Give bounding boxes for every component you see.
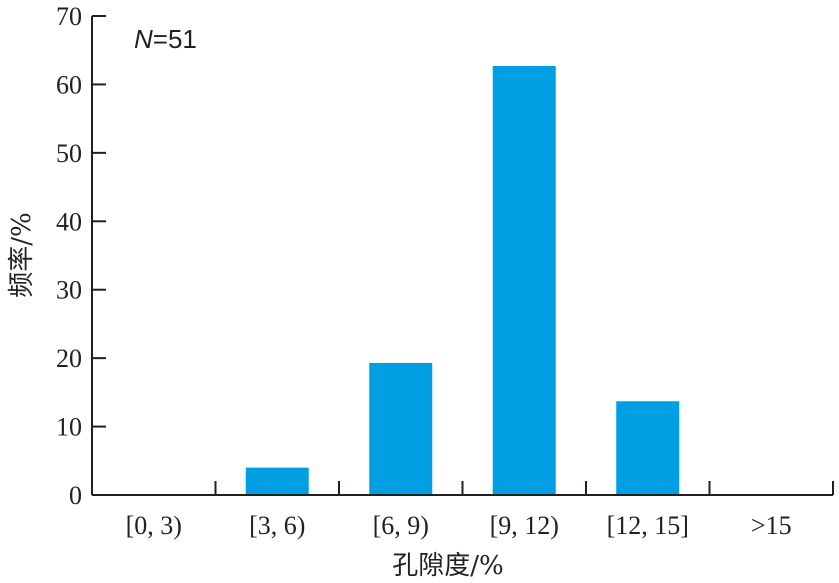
y-tick-label: 50: [56, 139, 82, 168]
x-tick-label: [0, 3): [126, 511, 182, 540]
x-axis-title: 孔隙度/%: [392, 551, 503, 581]
x-tick-label: [12, 15]: [607, 511, 689, 540]
y-tick-label: 0: [69, 481, 82, 510]
bar: [492, 65, 556, 496]
y-tick-label: 40: [56, 207, 82, 236]
x-tick-label: [6, 9): [373, 511, 429, 540]
x-tick-label: >15: [751, 511, 792, 540]
bar: [616, 401, 680, 495]
y-tick-label: 20: [56, 344, 82, 373]
bar: [245, 467, 309, 495]
y-tick-label: 60: [56, 70, 82, 99]
y-tick-label: 10: [56, 413, 82, 442]
y-tick-label: 30: [56, 276, 82, 305]
sample-size-annotation: N=51: [134, 24, 197, 54]
bar: [369, 362, 433, 495]
annotation-value: =51: [153, 24, 197, 54]
x-tick-label: [3, 6): [249, 511, 305, 540]
x-tick-label: [9, 12): [490, 511, 559, 540]
y-axis-ticks: 0 10 20 30 40 50 60 70: [56, 2, 106, 510]
annotation-n: N: [134, 24, 153, 54]
bars: [245, 65, 680, 496]
x-axis-ticks: [0, 3) [3, 6) [6, 9) [9, 12) [12, 15] >15: [126, 481, 834, 540]
y-axis-title: 频率/%: [7, 212, 37, 297]
y-tick-label: 70: [56, 2, 82, 31]
